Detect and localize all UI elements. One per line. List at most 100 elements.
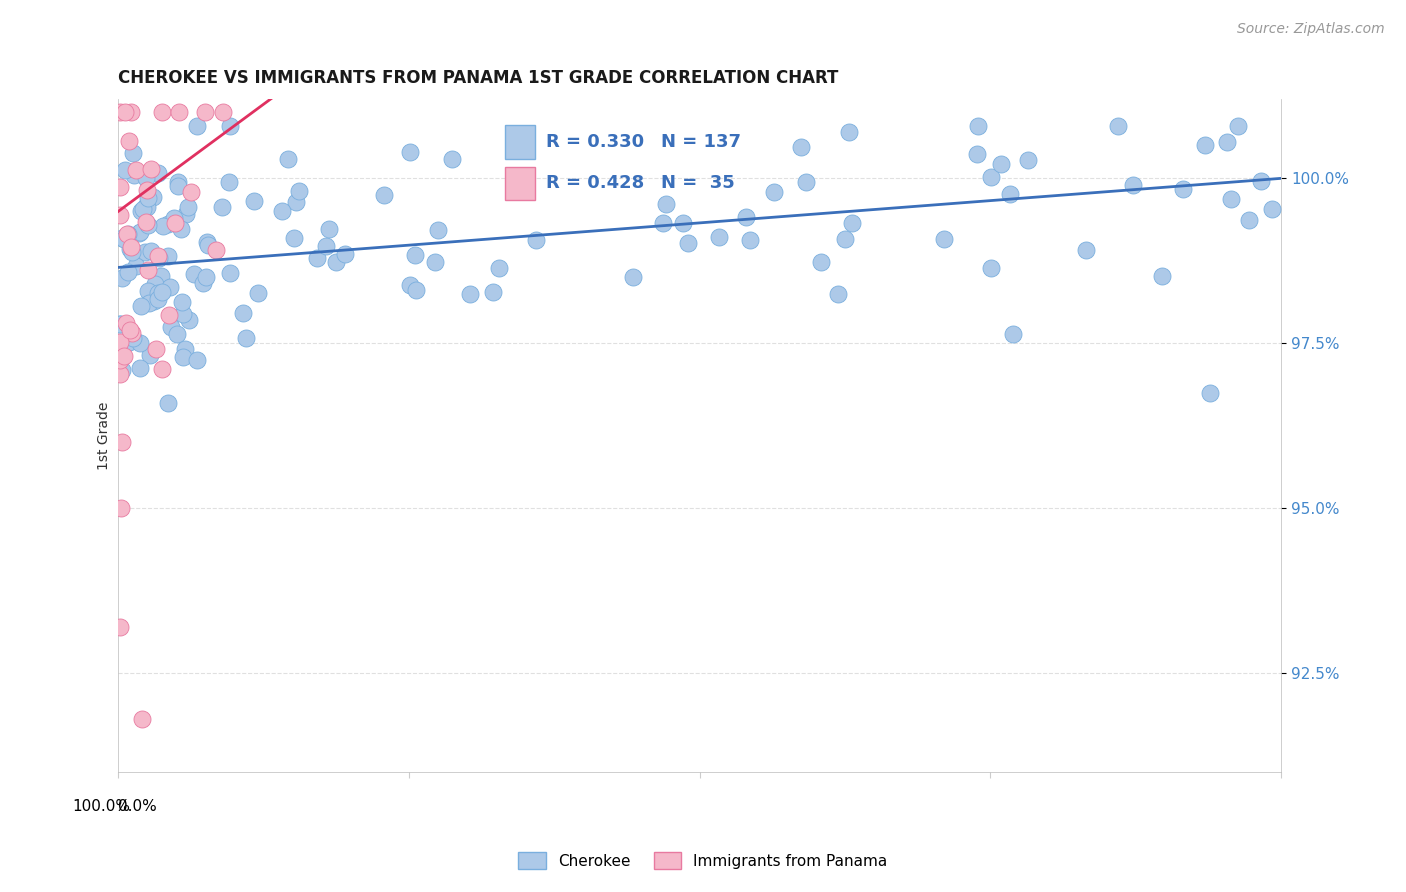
- Point: [318, 221, 340, 235]
- Point: [129, 203, 152, 218]
- Point: [173, 342, 195, 356]
- Point: [440, 153, 463, 167]
- Point: [1216, 135, 1239, 149]
- Point: [122, 169, 145, 183]
- Point: [1199, 386, 1222, 401]
- Point: [232, 306, 254, 320]
- Point: [120, 334, 142, 348]
- Point: [117, 265, 139, 279]
- Point: [325, 254, 347, 268]
- Point: [176, 200, 198, 214]
- Point: [125, 163, 148, 178]
- Point: [108, 317, 131, 331]
- Point: [108, 620, 131, 634]
- Point: [166, 327, 188, 342]
- Text: 0.0%: 0.0%: [118, 799, 157, 814]
- Point: [138, 295, 160, 310]
- Point: [112, 232, 135, 246]
- Point: [1107, 119, 1129, 133]
- Point: [148, 249, 170, 263]
- Point: [176, 206, 198, 220]
- Point: [148, 252, 170, 266]
- Point: [1017, 153, 1039, 167]
- Point: [219, 119, 242, 133]
- Point: [183, 267, 205, 281]
- Point: [738, 233, 761, 247]
- Point: [838, 125, 860, 139]
- Point: [186, 353, 208, 368]
- Point: [172, 351, 194, 365]
- Point: [125, 259, 148, 273]
- Point: [197, 238, 219, 252]
- Point: [180, 185, 202, 199]
- Point: [1261, 202, 1284, 216]
- Point: [163, 217, 186, 231]
- Point: [790, 139, 813, 153]
- Point: [120, 105, 142, 120]
- Point: [146, 292, 169, 306]
- Point: [132, 202, 155, 216]
- Point: [135, 215, 157, 229]
- Point: [108, 318, 131, 332]
- Point: [167, 175, 190, 189]
- Point: [205, 243, 228, 257]
- Point: [143, 294, 166, 309]
- Text: Source: ZipAtlas.com: Source: ZipAtlas.com: [1237, 22, 1385, 37]
- Point: [159, 280, 181, 294]
- Point: [191, 277, 214, 291]
- Point: [1173, 182, 1195, 196]
- Point: [967, 119, 990, 133]
- Point: [122, 145, 145, 160]
- Point: [966, 147, 988, 161]
- Point: [141, 162, 163, 177]
- Point: [150, 362, 173, 376]
- Point: [135, 200, 157, 214]
- Point: [139, 292, 162, 306]
- Point: [143, 277, 166, 291]
- Point: [404, 248, 426, 262]
- Point: [735, 210, 758, 224]
- Point: [524, 234, 547, 248]
- Point: [246, 286, 269, 301]
- Point: [621, 270, 644, 285]
- Text: 100.0%: 100.0%: [72, 799, 129, 814]
- Point: [145, 342, 167, 356]
- Point: [271, 204, 294, 219]
- Point: [108, 105, 131, 120]
- Point: [460, 286, 482, 301]
- Point: [129, 300, 152, 314]
- Point: [115, 227, 138, 241]
- Point: [121, 245, 143, 260]
- Point: [157, 308, 180, 322]
- Point: [148, 286, 170, 301]
- Point: [212, 105, 235, 120]
- Point: [111, 435, 134, 450]
- Point: [488, 260, 510, 275]
- Point: [172, 295, 194, 310]
- Point: [170, 222, 193, 236]
- Point: [167, 105, 190, 120]
- Point: [218, 176, 240, 190]
- Point: [108, 179, 131, 194]
- Point: [980, 261, 1002, 276]
- Point: [1239, 213, 1261, 227]
- Point: [671, 216, 693, 230]
- Point: [157, 249, 180, 263]
- Point: [990, 157, 1012, 171]
- Point: [166, 179, 188, 194]
- Point: [156, 395, 179, 409]
- Point: [980, 170, 1002, 185]
- Point: [1220, 193, 1243, 207]
- Point: [427, 223, 450, 237]
- Point: [136, 284, 159, 298]
- Point: [794, 175, 817, 189]
- Point: [1122, 178, 1144, 192]
- Point: [117, 227, 139, 241]
- Point: [399, 145, 422, 159]
- Point: [111, 270, 134, 285]
- Point: [115, 316, 138, 330]
- Point: [219, 266, 242, 280]
- Point: [373, 187, 395, 202]
- Point: [315, 239, 337, 253]
- Point: [827, 286, 849, 301]
